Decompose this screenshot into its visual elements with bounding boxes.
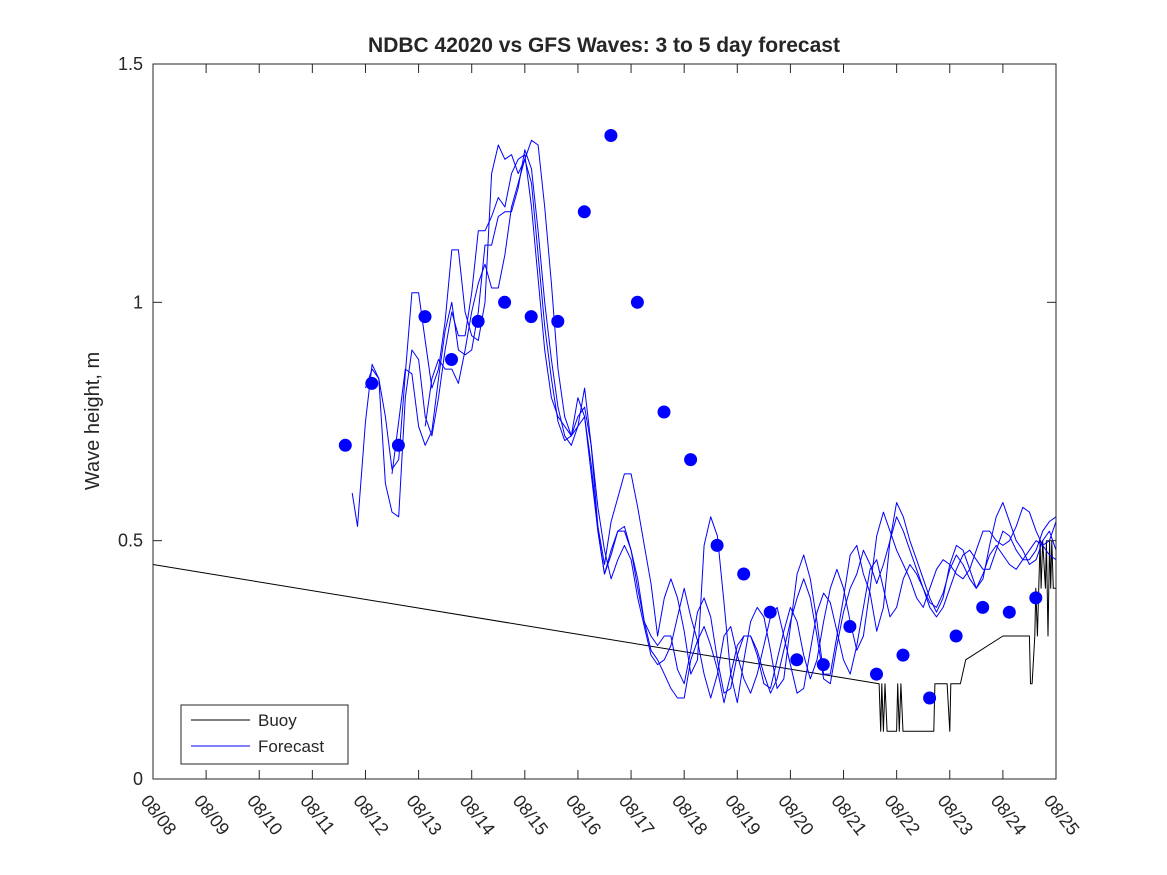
y-tick-label: 1.5 — [118, 54, 143, 74]
forecast-point — [816, 658, 830, 672]
forecast-point — [923, 691, 937, 705]
forecast-point — [577, 205, 591, 219]
forecast-point — [338, 438, 352, 452]
legend-label-forecast: Forecast — [258, 737, 324, 756]
legend-label-buoy: Buoy — [258, 711, 297, 730]
forecast-point — [418, 310, 432, 324]
legend-box — [180, 704, 349, 765]
forecast-point — [630, 295, 644, 309]
forecast-point — [657, 405, 671, 419]
forecast-point — [896, 648, 910, 662]
chart-title: NDBC 42020 vs GFS Waves: 3 to 5 day fore… — [368, 34, 840, 57]
forecast-line-2 — [365, 139, 1057, 704]
plot-area — [153, 64, 1056, 779]
forecast-point — [763, 605, 777, 619]
forecast-point — [365, 376, 379, 390]
forecast-point — [684, 453, 698, 467]
forecast-point — [843, 620, 857, 633]
forecast-point — [604, 129, 618, 142]
forecast-point — [551, 314, 565, 328]
forecast-point — [790, 653, 804, 667]
forecast-point — [1029, 591, 1043, 605]
forecast-point — [870, 667, 883, 681]
forecast-point — [391, 438, 405, 452]
forecast-line-1 — [351, 154, 1057, 704]
forecast-point — [737, 567, 751, 581]
forecast-point — [445, 353, 458, 366]
forecast-point — [498, 295, 512, 309]
points-layer — [338, 129, 1043, 705]
forecast-point — [710, 538, 724, 552]
forecast-line-4 — [424, 158, 1057, 699]
y-tick-label: 1 — [133, 292, 143, 312]
y-tick-label: 0.5 — [118, 531, 143, 551]
forecast-point — [1002, 605, 1016, 619]
forecast-point — [949, 629, 963, 643]
forecast-point — [976, 600, 990, 614]
series-layer — [152, 139, 1057, 732]
forecast-line-3 — [391, 149, 1057, 694]
forecast-point — [524, 310, 538, 324]
plot-frame — [152, 63, 1057, 780]
forecast-point — [471, 314, 485, 328]
y-tick-label: 0 — [133, 769, 143, 789]
y-axis-label: Wave height, m — [82, 352, 104, 490]
legend: Buoy Forecast — [180, 704, 349, 765]
